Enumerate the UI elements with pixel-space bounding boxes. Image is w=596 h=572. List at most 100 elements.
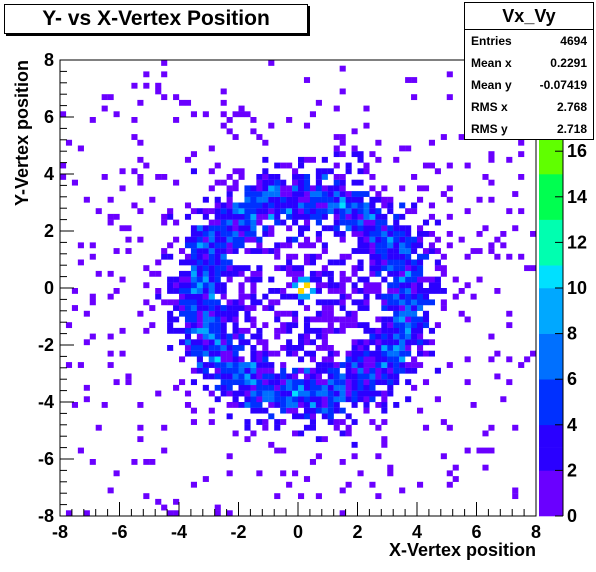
heatmap-cell	[321, 367, 328, 374]
heatmap-cell	[274, 213, 281, 220]
heatmap-cell	[327, 185, 334, 192]
heatmap-cell	[286, 202, 293, 209]
heatmap-cell	[369, 362, 376, 368]
y-axis-label: Y-Vertex position	[12, 60, 32, 206]
heatmap-cell	[238, 345, 245, 351]
heatmap-cell	[274, 379, 281, 386]
heatmap-cell	[226, 225, 233, 232]
heatmap-cell	[190, 253, 197, 260]
heatmap-cell	[405, 276, 412, 283]
heatmap-cell	[339, 231, 346, 237]
heatmap-cell	[274, 373, 281, 380]
heatmap-cell	[184, 322, 192, 329]
heatmap-cell	[190, 345, 197, 351]
heatmap-cell	[262, 213, 269, 220]
heatmap-cell	[167, 213, 174, 220]
heatmap-cell	[303, 253, 311, 260]
heatmap-cell	[381, 253, 388, 260]
heatmap-cell	[89, 299, 96, 306]
heatmap-cell	[274, 419, 281, 425]
heatmap-cell	[262, 356, 269, 363]
heatmap-cell	[393, 402, 400, 408]
heatmap-cell	[357, 191, 364, 197]
heatmap-cell	[274, 310, 281, 317]
heatmap-cell	[321, 265, 328, 272]
heatmap-cell	[381, 333, 388, 340]
heatmap-cell	[345, 162, 352, 169]
heatmap-cell	[434, 276, 441, 283]
heatmap-cell	[244, 384, 251, 391]
heatmap-cell	[315, 174, 322, 180]
heatmap-cell	[71, 305, 78, 311]
heatmap-cell	[232, 310, 239, 317]
heatmap-cell	[440, 191, 447, 197]
heatmap-cell	[190, 242, 197, 249]
stats-value: -0.07419	[539, 78, 587, 92]
heatmap-cell	[417, 293, 424, 300]
heatmap-cell	[309, 288, 316, 294]
heatmap-cell	[375, 191, 382, 197]
heatmap-cell	[363, 236, 370, 243]
heatmap-cell	[220, 248, 227, 254]
heatmap-cell	[363, 390, 370, 397]
heatmap-cell	[208, 310, 215, 317]
heatmap-cell	[434, 248, 441, 254]
heatmap-cell	[155, 259, 162, 266]
heatmap-cell	[220, 367, 227, 374]
heatmap-cell	[292, 367, 299, 374]
heatmap-cell	[369, 356, 376, 363]
heatmap-cell	[381, 327, 388, 334]
heatmap-cell	[381, 402, 388, 408]
heatmap-cell	[464, 162, 471, 169]
heatmap-cell	[345, 276, 352, 283]
heatmap-cell	[309, 339, 316, 346]
heatmap-cell	[196, 345, 203, 351]
heatmap-cell	[333, 213, 340, 220]
heatmap-cell	[381, 345, 388, 351]
heatmap-cell	[268, 60, 275, 66]
heatmap-cell	[214, 327, 221, 334]
heatmap-cell	[113, 111, 120, 118]
heatmap-cell	[345, 310, 352, 317]
heatmap-cell	[339, 487, 346, 494]
heatmap-cell	[303, 276, 311, 283]
heatmap-cell	[399, 327, 406, 334]
heatmap-cell	[155, 82, 162, 89]
heatmap-cell	[417, 350, 424, 357]
heatmap-cell	[238, 367, 245, 374]
heatmap-cell	[339, 213, 346, 220]
stats-row-mean-y: Mean y -0.07419	[465, 74, 593, 96]
heatmap-cell	[202, 476, 209, 482]
heatmap-cell	[333, 327, 340, 334]
heatmap-cell	[446, 231, 453, 237]
heatmap-cell	[303, 122, 311, 129]
heatmap-cell	[309, 379, 316, 386]
heatmap-cell	[226, 259, 233, 266]
heatmap-cell	[95, 270, 102, 277]
heatmap-cell	[286, 196, 293, 203]
heatmap-cell	[173, 327, 180, 334]
heatmap-cell	[274, 384, 281, 391]
heatmap-cell	[226, 202, 233, 209]
heatmap-cell	[405, 231, 412, 237]
heatmap-cell	[250, 402, 257, 408]
heatmap-cell	[262, 384, 269, 391]
heatmap-cell	[303, 196, 311, 203]
heatmap-cell	[292, 196, 299, 203]
heatmap-cell	[411, 174, 418, 180]
heatmap-cell	[292, 379, 299, 386]
heatmap-cell	[256, 208, 263, 215]
heatmap-cell	[238, 305, 245, 311]
heatmap-cell	[244, 191, 251, 197]
heatmap-cell	[286, 191, 293, 197]
heatmap-cell	[381, 356, 388, 363]
heatmap-cell	[280, 202, 287, 209]
heatmap-cell	[298, 384, 305, 391]
heatmap-cell	[369, 327, 376, 334]
heatmap-cell	[137, 139, 144, 146]
heatmap-cell	[333, 424, 340, 431]
heatmap-cell	[244, 111, 251, 118]
heatmap-cell	[369, 253, 376, 260]
heatmap-cell	[303, 305, 311, 311]
heatmap-cell	[256, 219, 263, 226]
